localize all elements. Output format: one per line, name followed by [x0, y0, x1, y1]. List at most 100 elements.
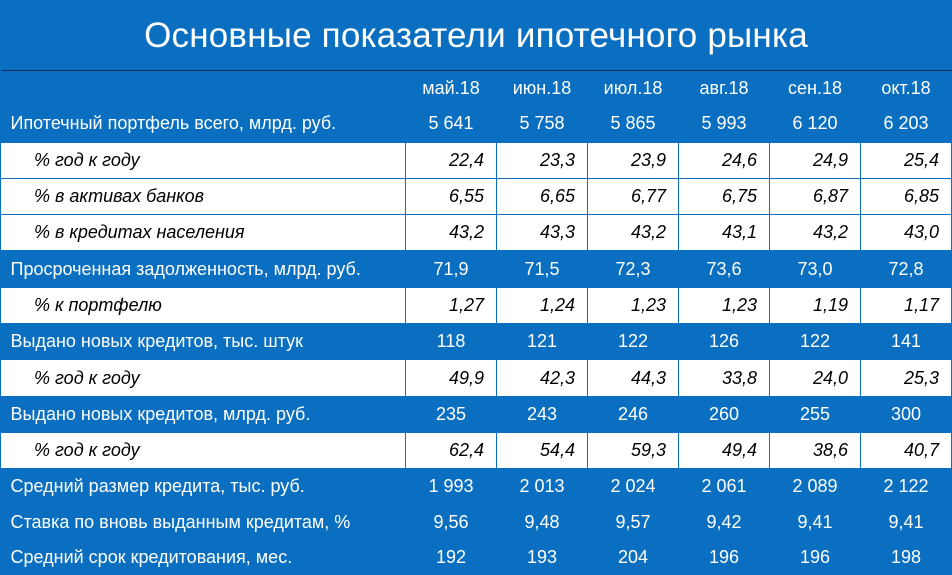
- cell-value: 44,3: [587, 359, 679, 397]
- cell-value: 72,8: [888, 258, 924, 279]
- cell-value: 121: [526, 331, 558, 352]
- cell-value: 43,1: [678, 214, 770, 252]
- cell-value: 33,8: [678, 359, 770, 397]
- cell-value: 73,6: [706, 258, 742, 279]
- cell-value: 193: [526, 547, 558, 567]
- cell-value: 6,55: [405, 177, 497, 216]
- table-row: Средний срок кредитования, мес. 192 193 204…: [1, 540, 952, 575]
- cell-value: 6 120: [792, 113, 838, 134]
- cell-value: 204: [617, 547, 649, 567]
- cell-value: 6,77: [587, 177, 679, 216]
- table-row: Ипотечный портфель всего, млрд. руб. 5 64…: [1, 106, 952, 142]
- table-row: Ставка по вновь выданным кредитам, % 9,56…: [1, 505, 952, 540]
- cell-value: 72,3: [615, 258, 651, 279]
- table-row: Выдано новых кредитов, млрд. руб. 235 243 2…: [1, 396, 952, 432]
- cell-value: 2 061: [701, 476, 747, 497]
- cell-value: 6 203: [883, 113, 929, 134]
- cell-value: 6,65: [496, 177, 588, 216]
- mortgage-indicators-table: май.18 июн.18 июл.18 авг.18 сен.18 окт.1…: [0, 70, 952, 575]
- cell-value: 71,9: [433, 258, 469, 279]
- cell-value: 43,3: [496, 214, 588, 252]
- table-subrow: % к портфелю 1,27 1,24 1,23 1,23 1,19 1,17: [0, 286, 952, 325]
- cell-value: 73,0: [797, 258, 833, 279]
- cell-value: 1 993: [428, 476, 474, 497]
- cell-value: 71,5: [524, 258, 560, 279]
- header-corner: [0, 70, 406, 107]
- cell-value: 24,9: [769, 141, 861, 179]
- table-row: Просроченная задолженность, млрд. руб. 71…: [1, 251, 952, 287]
- cell-value: 1,27: [405, 286, 497, 325]
- cell-value: 43,2: [405, 214, 497, 252]
- cell-value: 22,4: [405, 141, 497, 179]
- cell-value: 24,0: [769, 359, 861, 397]
- row-label: % год к году: [0, 431, 406, 470]
- cell-value: 25,4: [860, 141, 952, 179]
- cell-value: 192: [435, 547, 467, 567]
- cell-value: 300: [890, 403, 922, 424]
- cell-value: 43,0: [860, 214, 952, 252]
- column-header: сен.18: [769, 70, 861, 107]
- column-header: май.18: [405, 70, 497, 107]
- table-subrow: % в кредитах населения 43,2 43,3 43,2 43,1 43…: [0, 214, 952, 252]
- row-label: % год к году: [0, 359, 406, 397]
- cell-value: 9,42: [706, 511, 742, 532]
- cell-value: 235: [435, 403, 467, 424]
- cell-value: 43,2: [587, 214, 679, 252]
- row-label: % в активах банков: [0, 177, 406, 216]
- table-header-row: май.18 июн.18 июл.18 авг.18 сен.18 окт.1…: [0, 70, 952, 107]
- row-label: Выдано новых кредитов, млрд. руб.: [10, 403, 311, 424]
- cell-value: 43,2: [769, 214, 861, 252]
- cell-value: 246: [617, 403, 649, 424]
- cell-value: 122: [617, 331, 649, 352]
- row-label: Средний срок кредитования, мес.: [10, 547, 293, 567]
- cell-value: 2 089: [792, 476, 838, 497]
- cell-value: 40,7: [860, 431, 952, 470]
- cell-value: 62,4: [405, 431, 497, 470]
- cell-value: 126: [708, 331, 740, 352]
- cell-value: 6,87: [769, 177, 861, 216]
- cell-value: 5 865: [610, 113, 656, 134]
- cell-value: 59,3: [587, 431, 679, 470]
- cell-value: 1,23: [587, 286, 679, 325]
- cell-value: 243: [526, 403, 558, 424]
- cell-value: 49,4: [678, 431, 770, 470]
- cell-value: 2 122: [883, 476, 929, 497]
- column-header: окт.18: [860, 70, 952, 107]
- cell-value: 5 993: [701, 113, 747, 134]
- cell-value: 9,41: [797, 511, 833, 532]
- table-row: Средний размер кредита, тыс. руб. 1 993 2 …: [1, 469, 952, 505]
- row-label: Выдано новых кредитов, тыс. штук: [10, 331, 303, 352]
- column-header: июн.18: [496, 70, 588, 107]
- cell-value: 23,9: [587, 141, 679, 179]
- cell-value: 196: [708, 547, 740, 567]
- column-header: авг.18: [678, 70, 770, 107]
- cell-value: 255: [799, 403, 831, 424]
- row-label: Средний размер кредита, тыс. руб.: [10, 476, 305, 497]
- table-subrow: % год к году 62,4 54,4 59,3 49,4 38,6 40,7: [0, 431, 952, 470]
- cell-value: 38,6: [769, 431, 861, 470]
- cell-value: 9,41: [888, 511, 924, 532]
- cell-value: 2 024: [610, 476, 656, 497]
- cell-value: 54,4: [496, 431, 588, 470]
- table-subrow: % год к году 49,9 42,3 44,3 33,8 24,0 25,3: [0, 359, 952, 397]
- cell-value: 24,6: [678, 141, 770, 179]
- row-label: % в кредитах населения: [0, 214, 406, 252]
- page-title: Основные показатели ипотечного рынка: [144, 16, 808, 55]
- column-header: июл.18: [587, 70, 679, 107]
- cell-value: 141: [890, 331, 922, 352]
- row-label: Ипотечный портфель всего, млрд. руб.: [10, 113, 337, 134]
- cell-value: 1,24: [496, 286, 588, 325]
- cell-value: 9,56: [433, 511, 469, 532]
- cell-value: 1,17: [860, 286, 952, 325]
- cell-value: 23,3: [496, 141, 588, 179]
- row-label: Просроченная задолженность, млрд. руб.: [10, 258, 361, 279]
- cell-value: 118: [436, 331, 466, 352]
- cell-value: 9,57: [615, 511, 651, 532]
- cell-value: 25,3: [860, 359, 952, 397]
- cell-value: 122: [799, 331, 831, 352]
- table-subrow: % год к году 22,4 23,3 23,9 24,6 24,9 25,4: [0, 141, 952, 179]
- row-label: % год к году: [0, 141, 406, 179]
- cell-value: 49,9: [405, 359, 497, 397]
- cell-value: 1,23: [678, 286, 770, 325]
- cell-value: 198: [890, 547, 922, 567]
